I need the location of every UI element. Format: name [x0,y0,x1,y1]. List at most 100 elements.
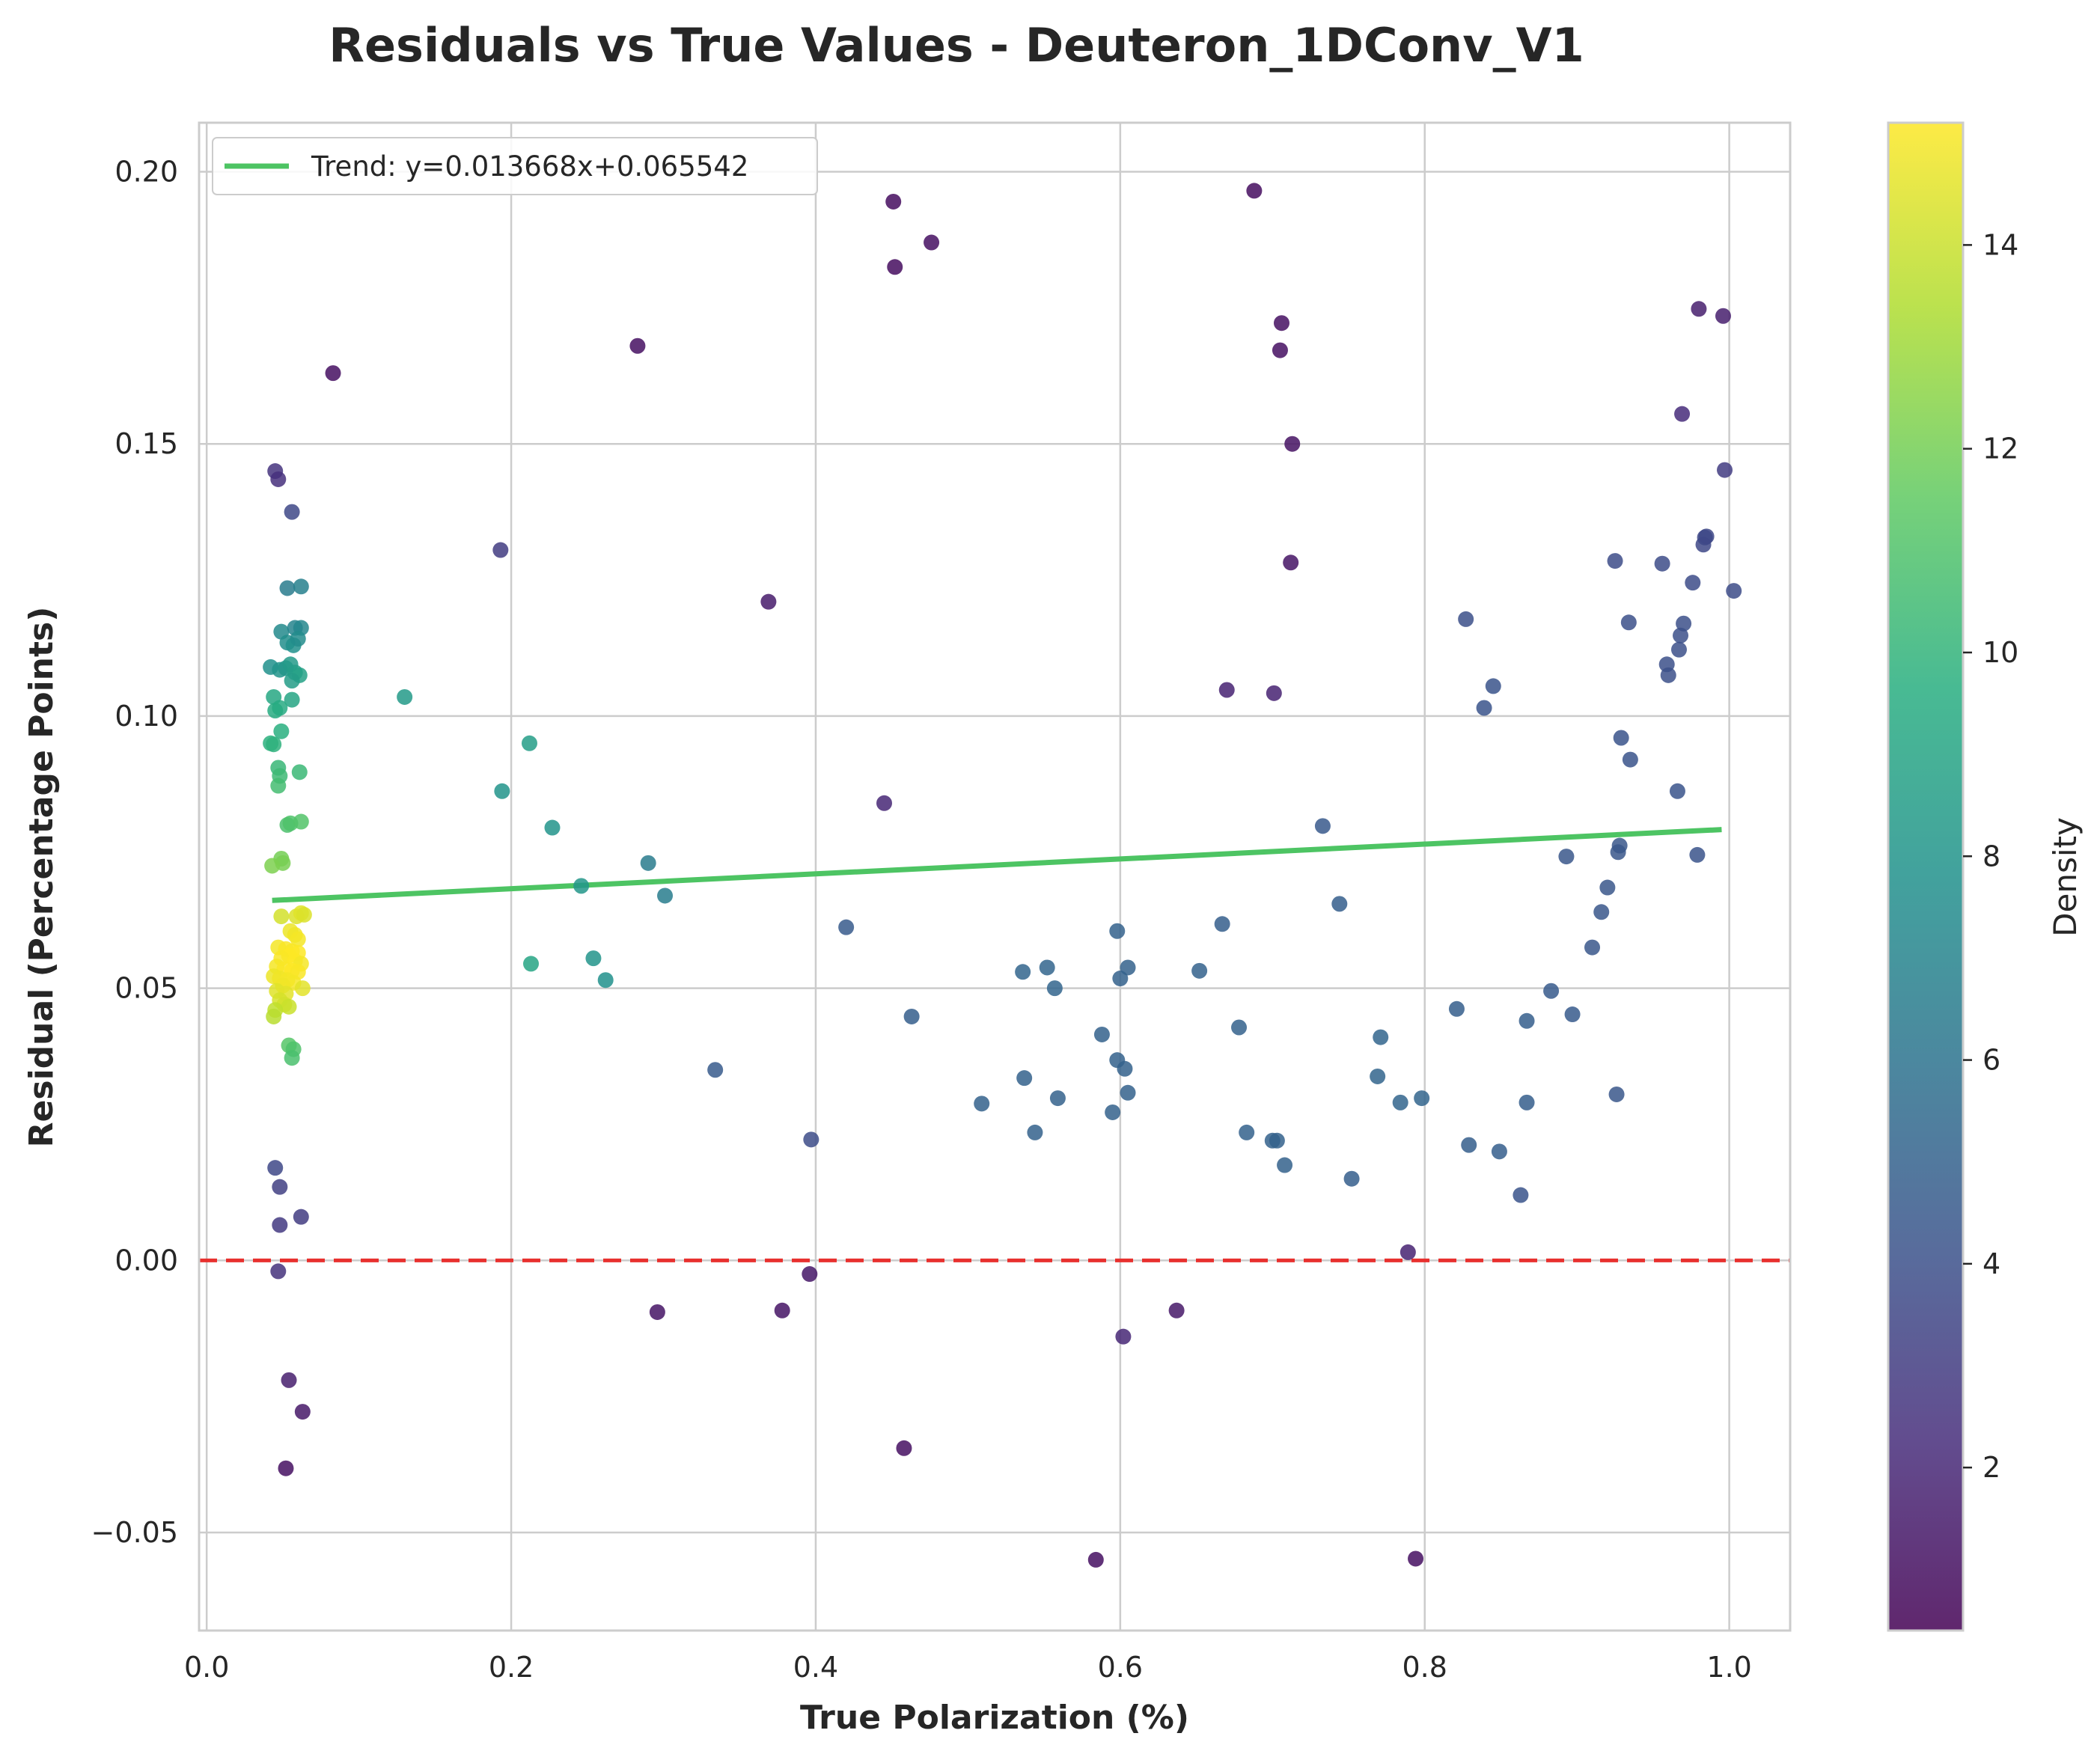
data-point [657,887,674,904]
x-tick-label: 0.8 [1402,1651,1447,1684]
data-point [1669,783,1685,799]
data-point [397,688,413,705]
data-point [774,1302,790,1319]
data-point [1093,1026,1110,1042]
data-point [266,736,282,753]
data-point [290,631,306,647]
data-point [1717,462,1733,478]
data-point [707,1062,724,1078]
data-point [1518,1012,1535,1029]
data-point [267,1160,284,1176]
colorbar-tick-label: 8 [1983,840,2000,873]
data-point [903,1008,920,1024]
data-point [264,858,281,874]
x-tick-label: 1.0 [1706,1651,1751,1684]
data-point [273,723,290,739]
data-point [1414,1090,1430,1107]
data-point [1331,896,1348,912]
data-point [1231,1019,1248,1036]
data-point [974,1096,990,1112]
data-point [1673,627,1689,644]
data-point [1461,1137,1477,1153]
data-point [1558,849,1575,865]
y-tick-label: 0.15 [115,427,178,460]
data-point [1676,615,1692,632]
data-point [924,234,940,251]
data-point [1016,1070,1033,1087]
data-point [1277,1157,1293,1173]
x-tick-label: 0.0 [184,1651,229,1684]
data-point [1448,1000,1465,1017]
data-point [1599,879,1616,896]
data-point [1670,641,1687,658]
data-point [1027,1124,1043,1140]
data-point [1726,583,1742,599]
x-tick-label: 0.6 [1098,1651,1143,1684]
data-point [1660,667,1676,683]
data-point [1269,1132,1285,1149]
data-point [1593,904,1610,920]
data-point [1015,964,1031,980]
plot-background [199,123,1790,1631]
trend-line [272,827,1722,903]
data-point [876,795,893,811]
data-point [1283,554,1299,571]
data-point [803,1131,819,1148]
data-point [1239,1124,1255,1140]
data-point [1168,1302,1185,1319]
data-point [294,980,311,997]
scatter-points [263,183,1742,1568]
data-point [649,1304,665,1320]
data-point [1543,983,1560,999]
data-point [284,1050,300,1066]
chart-title: Residuals vs True Values - Deuteron_1DCo… [329,18,1584,73]
data-point [1491,1143,1507,1160]
data-point [1120,959,1136,976]
data-point [1654,555,1670,572]
data-point [1370,1068,1386,1084]
data-point [278,1460,294,1476]
colorbar-tick-label: 14 [1983,228,2018,261]
data-point [1314,818,1331,834]
data-point [1105,1104,1121,1120]
data-point [1284,436,1301,452]
data-point [1266,685,1282,701]
x-tick-label: 0.4 [793,1651,838,1684]
data-point [1392,1094,1408,1110]
data-point [492,542,509,558]
data-point [494,783,510,799]
data-point [1691,301,1707,317]
data-point [1039,959,1055,976]
plot-frame [198,121,1792,1632]
legend-trend-label: Trend: y=0.013668x+0.065542 [311,150,748,183]
data-point [1373,1029,1389,1045]
data-point [1117,1060,1133,1077]
data-point [640,855,656,871]
data-point [1120,1084,1136,1101]
data-point [1518,1094,1535,1110]
data-point [1112,971,1129,987]
data-point [544,819,561,836]
colorbar-tick-label: 10 [1983,636,2018,669]
data-point [1613,730,1629,746]
data-point [291,764,308,780]
data-point [802,1266,818,1283]
colorbar-frame [1887,121,1965,1632]
data-point [760,593,777,610]
data-point [293,813,309,830]
data-point [272,1217,288,1233]
data-point [1622,751,1638,768]
data-point [1608,1086,1625,1102]
data-point [1400,1244,1416,1260]
data-point [293,578,309,595]
data-point [585,950,602,967]
data-point [1191,962,1208,979]
data-point [1343,1170,1360,1187]
data-point [1109,923,1126,939]
x-axis-ticks: 0.0 0.2 0.4 0.6 0.8 1.0 [184,1651,1752,1684]
trend-line-path [272,827,1722,903]
data-point [523,956,540,972]
data-point [838,919,855,935]
data-point [1607,553,1623,569]
